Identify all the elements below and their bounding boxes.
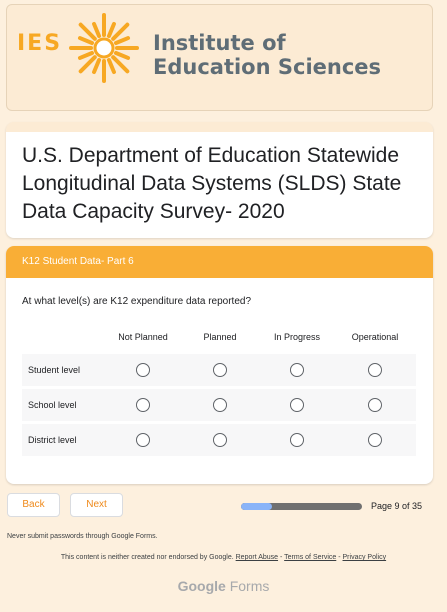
section-title: K12 Student Data- Part 6 [6,246,433,278]
row-label: School level [28,400,77,410]
radio-student-planned[interactable] [213,363,227,377]
ies-logo-text: IES [17,31,63,56]
grid-row-school-level: School level [22,389,416,421]
radio-school-operational[interactable] [368,398,382,412]
radio-district-not-planned[interactable] [136,433,150,447]
separator: - [336,554,343,561]
radio-school-in-progress[interactable] [290,398,304,412]
radio-school-planned[interactable] [213,398,227,412]
progress-bar-fill [241,503,273,510]
report-abuse-link[interactable]: Report Abuse [235,554,279,561]
column-header-operational: Operational [351,332,399,342]
sun-logo-icon [69,13,139,83]
radio-school-not-planned[interactable] [136,398,150,412]
radio-district-in-progress[interactable] [290,433,304,447]
radio-district-planned[interactable] [213,433,227,447]
grid-row-student-level: Student level [22,354,416,386]
radio-student-not-planned[interactable] [136,363,150,377]
form-title-card: U.S. Department of Education Statewide L… [6,122,433,238]
institute-name-line1: Institute of [153,31,286,55]
radio-district-operational[interactable] [368,433,382,447]
google-wordmark: Google [177,578,226,594]
next-button[interactable]: Next [70,493,123,517]
privacy-link[interactable]: Privacy Policy [342,554,387,561]
back-button[interactable]: Back [7,493,60,517]
header-banner: IES Institute of Education Sciences [6,4,433,111]
grid-row-district-level: District level [22,424,416,456]
question-text: At what level(s) are K12 expenditure dat… [22,296,252,307]
radio-student-in-progress[interactable] [290,363,304,377]
form-title: U.S. Department of Education Statewide L… [22,144,402,223]
institute-name: Institute of Education Sciences [153,31,381,79]
separator: - [278,554,285,561]
row-label: District level [28,435,77,445]
column-header-not-planned: Not Planned [118,332,168,342]
disclaimer-text: This content is neither created nor endo… [60,554,234,561]
forms-wordmark: Forms [229,578,270,594]
radio-student-operational[interactable] [368,363,382,377]
google-forms-logo: Google Forms [0,578,447,594]
row-label: Student level [28,365,81,375]
section-card: K12 Student Data- Part 6 At what level(s… [6,246,433,484]
password-warning: Never submit passwords through Google Fo… [7,533,158,540]
disclaimer: This content is neither created nor endo… [0,554,447,561]
column-header-in-progress: In Progress [273,332,321,342]
institute-name-line2: Education Sciences [153,55,382,79]
terms-link[interactable]: Terms of Service [284,554,337,561]
page-indicator: Page 9 of 35 [371,501,423,511]
column-header-planned: Planned [203,332,237,342]
progress-bar [241,503,362,510]
